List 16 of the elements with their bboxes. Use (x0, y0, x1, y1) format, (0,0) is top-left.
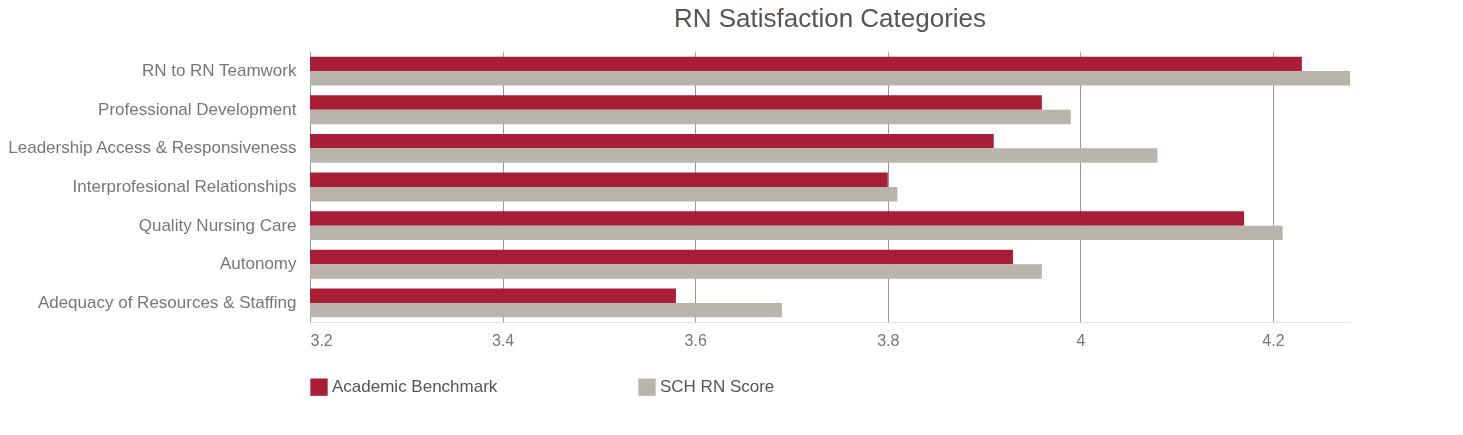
x-tick-label: 3.4 (491, 331, 515, 349)
y-tick-label: Leadership Access & Responsiveness (8, 138, 297, 158)
legend-label: Academic Benchmark (332, 377, 498, 397)
x-tick-label: 3.2 (310, 331, 333, 349)
x-tick-label: 4.2 (1262, 331, 1285, 349)
x-tick-label: 3.6 (684, 331, 707, 349)
y-tick-label: Interprofesional Relationships (72, 177, 297, 196)
y-tick-label: RN to RN Teamwork (141, 61, 297, 81)
y-tick-label: Quality Nursing Care (138, 215, 297, 235)
x-tick-label: 3.8 (877, 331, 900, 349)
y-tick-label: Autonomy (219, 254, 297, 274)
chart-title: RN Satisfaction Categories (673, 3, 987, 33)
x-tick-label: 4 (1076, 331, 1086, 349)
y-tick-label: Professional Development (98, 99, 297, 119)
legend-label: SCH RN Score (660, 377, 775, 397)
y-tick-label: Adequacy of Resources & Staffing (37, 292, 297, 312)
